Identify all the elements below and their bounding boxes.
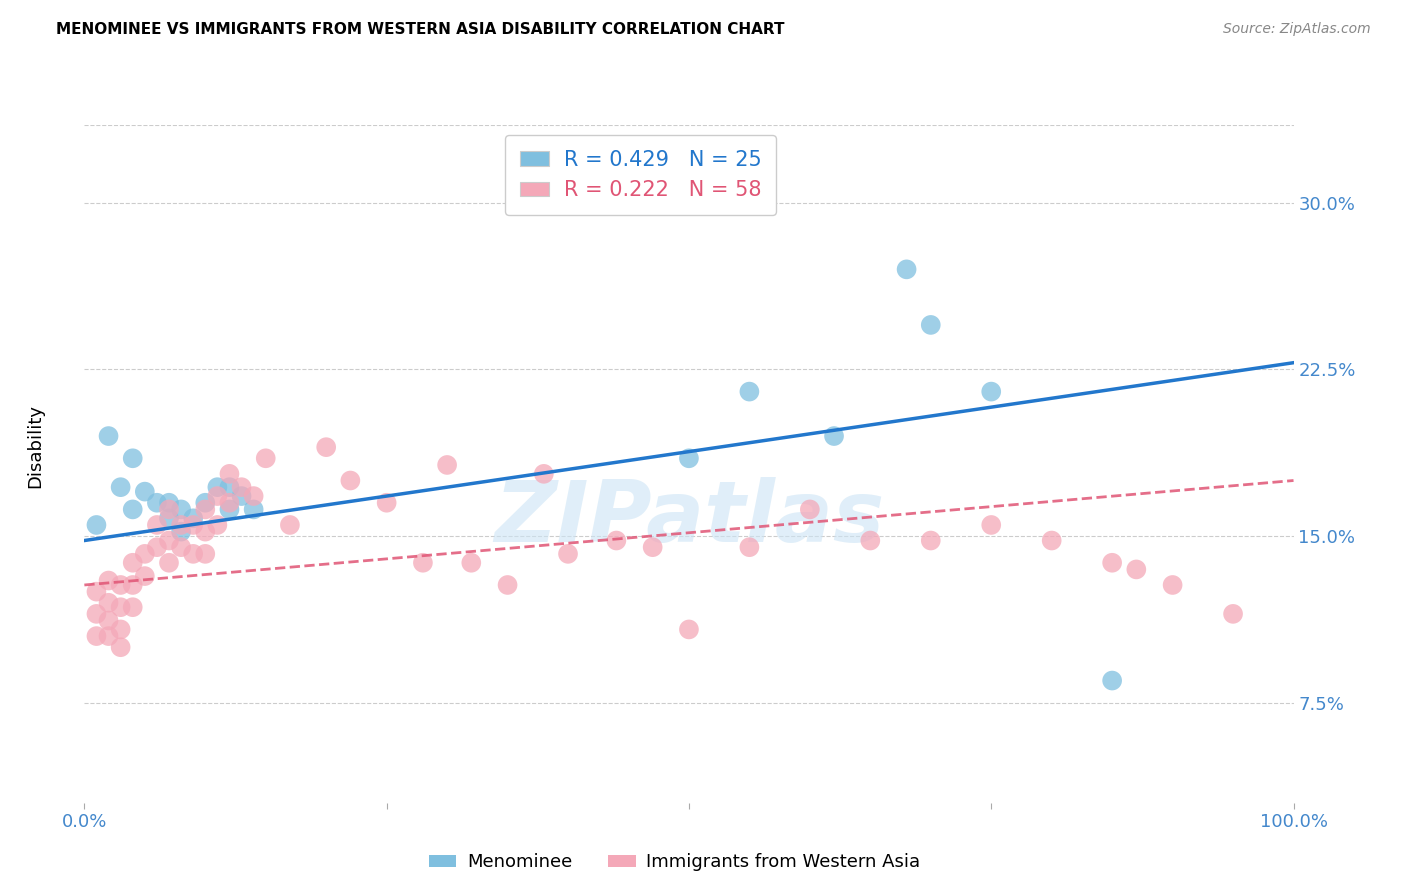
Point (181, 511, 204, 525)
Point (110, 640, 132, 655)
Text: Source: ZipAtlas.com: Source: ZipAtlas.com (1223, 22, 1371, 37)
Point (738, 540, 761, 554)
Point (980, 384, 1002, 399)
Point (146, 496, 169, 510)
Point (1101, 673, 1123, 688)
Point (242, 502, 264, 516)
Point (121, 451, 143, 466)
Point (254, 451, 277, 466)
Point (980, 518, 1002, 533)
Point (194, 547, 217, 561)
Point (97, 629, 120, 643)
Point (436, 458, 458, 472)
Point (218, 496, 240, 510)
Point (315, 440, 337, 454)
Point (496, 578, 519, 592)
Point (1040, 533, 1063, 548)
Text: ZIPatlas: ZIPatlas (494, 476, 884, 559)
Point (799, 502, 821, 516)
Point (859, 533, 882, 548)
Point (920, 318, 942, 332)
Point (170, 540, 193, 554)
Point (121, 600, 143, 615)
Point (1222, 607, 1244, 621)
Point (134, 569, 156, 583)
Legend: R = 0.429   N = 25, R = 0.222   N = 58: R = 0.429 N = 25, R = 0.222 N = 58 (505, 136, 776, 215)
Point (460, 556, 482, 570)
Point (194, 502, 217, 516)
Point (97, 614, 120, 628)
Point (218, 467, 240, 481)
Point (231, 489, 253, 503)
Point (86, 584, 108, 599)
Point (194, 524, 217, 539)
Point (157, 496, 180, 510)
Point (157, 502, 180, 516)
Point (86, 607, 108, 621)
Point (121, 556, 143, 570)
Point (97, 574, 120, 588)
Point (920, 533, 942, 548)
Point (218, 480, 240, 494)
Point (738, 384, 761, 399)
Point (1101, 556, 1123, 570)
Point (181, 518, 204, 533)
Point (110, 480, 132, 494)
Point (207, 489, 229, 503)
Point (134, 484, 156, 499)
Point (339, 474, 361, 488)
Legend: Menominee, Immigrants from Western Asia: Menominee, Immigrants from Western Asia (422, 847, 928, 879)
Point (157, 511, 180, 525)
Point (1161, 578, 1184, 592)
Point (181, 547, 204, 561)
Point (121, 502, 143, 516)
Point (134, 547, 156, 561)
Point (557, 547, 579, 561)
Point (412, 556, 434, 570)
Point (641, 540, 664, 554)
Point (242, 489, 264, 503)
Point (218, 502, 240, 516)
Point (278, 518, 301, 533)
Point (157, 556, 180, 570)
Point (86, 629, 108, 643)
Point (110, 578, 132, 592)
Point (605, 533, 627, 548)
Point (146, 518, 169, 533)
Point (678, 623, 700, 637)
Point (207, 480, 229, 494)
Point (678, 451, 700, 466)
Point (170, 502, 193, 516)
Point (86, 518, 108, 533)
Point (170, 524, 193, 539)
Point (375, 496, 398, 510)
Point (146, 540, 169, 554)
Point (231, 480, 253, 494)
Point (110, 623, 132, 637)
Text: MENOMINEE VS IMMIGRANTS FROM WESTERN ASIA DISABILITY CORRELATION CHART: MENOMINEE VS IMMIGRANTS FROM WESTERN ASI… (56, 22, 785, 37)
Point (1125, 562, 1147, 576)
Point (170, 518, 193, 533)
Point (110, 600, 132, 615)
Point (207, 518, 229, 533)
Point (823, 429, 845, 443)
Text: Disability: Disability (27, 404, 44, 488)
Point (896, 262, 918, 277)
Point (121, 578, 143, 592)
Point (97, 429, 120, 443)
Point (194, 496, 217, 510)
Point (97, 596, 120, 610)
Point (533, 467, 555, 481)
Point (157, 533, 180, 548)
